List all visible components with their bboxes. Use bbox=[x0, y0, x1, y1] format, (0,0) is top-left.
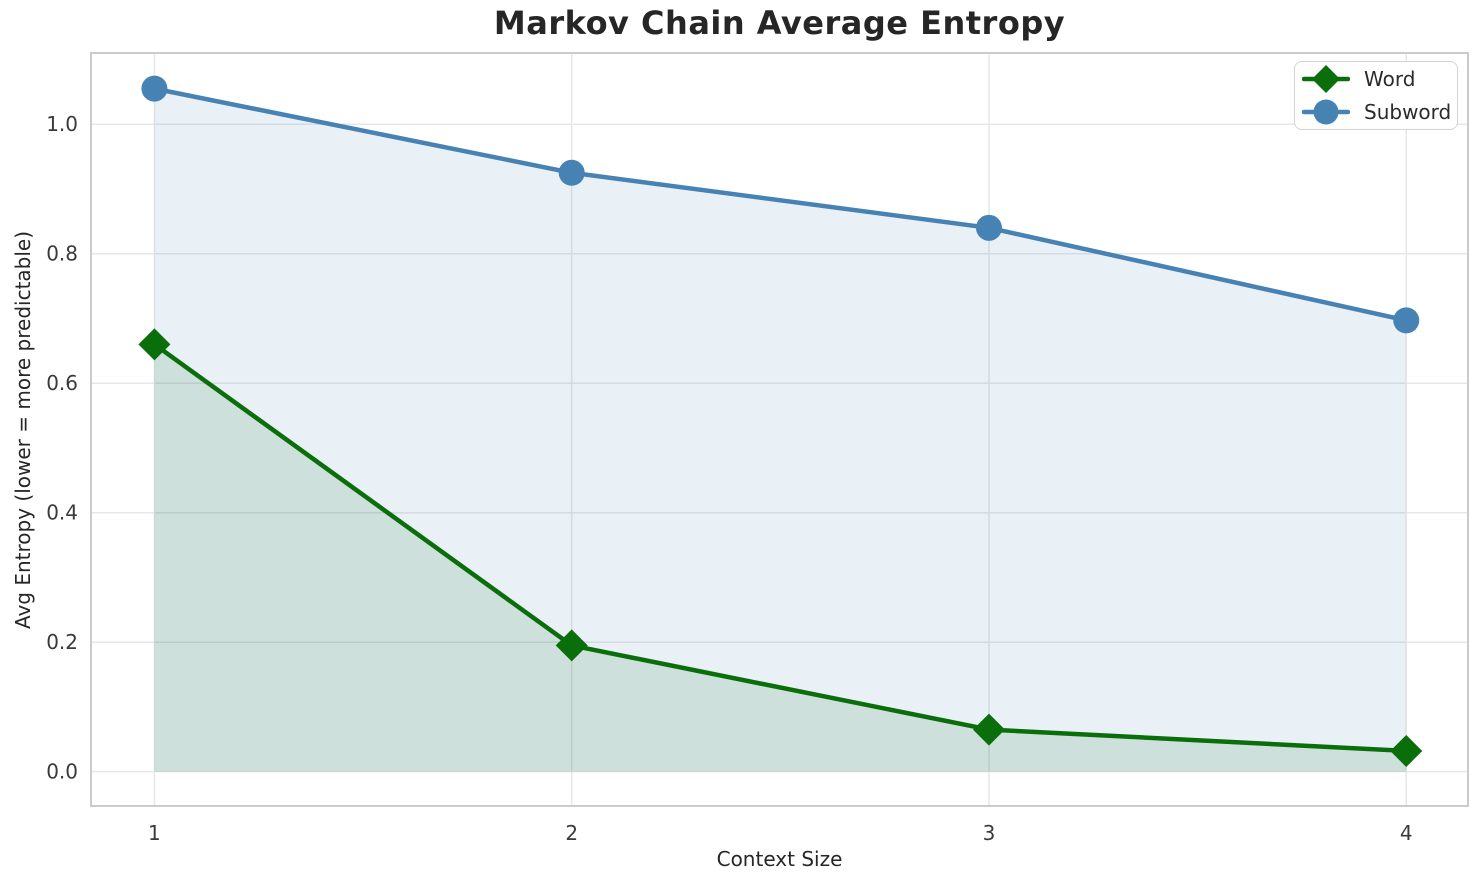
legend: Word Subword bbox=[1294, 61, 1458, 130]
word-line bbox=[152, 342, 1409, 754]
subword-circle-marker-icon bbox=[1302, 99, 1350, 125]
x-tick-label: 2 bbox=[565, 821, 578, 845]
legend-label-subword: Subword bbox=[1364, 99, 1452, 124]
subword-marker bbox=[558, 159, 585, 186]
word-marker bbox=[138, 328, 171, 361]
plot-background bbox=[91, 53, 1468, 806]
word-diamond-marker-icon bbox=[1302, 65, 1350, 94]
y-tick-label: 0.4 bbox=[46, 501, 78, 525]
x-tick-label: 4 bbox=[1400, 821, 1413, 845]
subword-marker bbox=[1393, 307, 1420, 334]
subword-marker bbox=[141, 75, 168, 102]
x-tick-label: 1 bbox=[148, 821, 161, 845]
legend-entry-word: Word bbox=[1302, 64, 1457, 94]
y-tick-label: 0.8 bbox=[46, 242, 78, 266]
word-marker bbox=[1390, 734, 1423, 767]
x-tick-label: 3 bbox=[983, 821, 996, 845]
word-marker bbox=[555, 629, 588, 662]
chart-title: Markov Chain Average Entropy bbox=[493, 4, 1066, 42]
word-marker bbox=[972, 713, 1005, 746]
y-tick-label: 0.0 bbox=[46, 760, 78, 784]
y-tick-label: 0.2 bbox=[46, 630, 78, 654]
subword-line bbox=[152, 86, 1409, 323]
plot-border bbox=[90, 52, 1469, 807]
y-tick-label: 0.6 bbox=[46, 371, 78, 395]
legend-entry-subword: Subword bbox=[1302, 97, 1457, 127]
y-axis-label: Avg Entropy (lower = more predictable) bbox=[11, 230, 35, 630]
y-tick-label: 1.0 bbox=[46, 112, 78, 136]
word-area-fill bbox=[154, 344, 1407, 772]
subword-marker bbox=[975, 214, 1002, 241]
legend-label-word: Word bbox=[1364, 67, 1416, 92]
subword-area-fill bbox=[154, 88, 1407, 772]
x-axis-label: Context Size bbox=[716, 847, 843, 871]
